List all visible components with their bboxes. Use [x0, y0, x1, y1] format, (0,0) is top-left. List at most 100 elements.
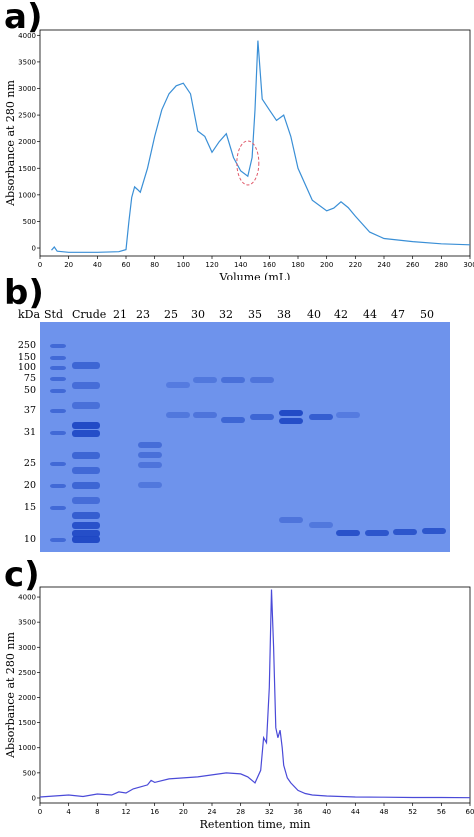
y-tick-label: 4000	[18, 32, 36, 40]
gel-band	[72, 536, 100, 543]
kda-marker-label: 15	[23, 502, 36, 513]
gel-band	[138, 482, 162, 488]
lane-number-label: 50	[420, 308, 434, 321]
x-tick-label: 40	[93, 261, 102, 269]
gel-band	[50, 344, 66, 348]
y-tick-label: 3500	[18, 58, 36, 66]
lane-number-label: 44	[363, 308, 377, 321]
gel-band	[72, 482, 100, 489]
gel-band	[309, 522, 333, 528]
lane-number-label: 23	[136, 308, 150, 321]
x-tick-label: 180	[291, 261, 304, 269]
x-tick-label: 260	[406, 261, 419, 269]
x-tick-label: 28	[236, 808, 245, 816]
y-tick-label: 0	[32, 794, 36, 802]
gel-band	[309, 414, 333, 420]
x-axis-title: Retention time, min	[200, 818, 311, 831]
y-tick-label: 500	[23, 769, 36, 777]
kda-marker-label: 100	[17, 362, 36, 373]
lane-number-label: 42	[334, 308, 348, 321]
gel-band	[336, 412, 360, 418]
gel-band	[50, 377, 66, 381]
gel-band	[72, 467, 100, 474]
x-tick-label: 24	[208, 808, 217, 816]
y-tick-label: 1000	[18, 191, 36, 199]
plot-frame	[39, 29, 471, 257]
gel-band	[50, 409, 66, 413]
x-tick-label: 160	[263, 261, 276, 269]
y-tick-label: 2500	[18, 669, 36, 677]
lane-number-label: 30	[191, 308, 205, 321]
gel-band	[72, 530, 100, 537]
gel-band	[72, 402, 100, 409]
gel-band	[279, 418, 303, 424]
y-axis-title: Absorbance at 280 nm	[4, 632, 17, 759]
gel-band	[50, 389, 66, 393]
x-tick-label: 300	[463, 261, 474, 269]
gel-band	[193, 377, 217, 383]
x-tick-label: 80	[150, 261, 159, 269]
lane-number-label: 47	[391, 308, 405, 321]
kda-marker-label: 10	[23, 534, 36, 545]
x-tick-label: 220	[349, 261, 362, 269]
lane-number-label: 25	[164, 308, 178, 321]
gel-band	[72, 522, 100, 529]
x-tick-label: 60	[122, 261, 131, 269]
lane-number-label: 35	[248, 308, 262, 321]
gel-band	[50, 356, 66, 360]
x-tick-label: 48	[380, 808, 389, 816]
x-tick-label: 120	[205, 261, 218, 269]
x-tick-label: 8	[95, 808, 99, 816]
gel-band	[50, 366, 66, 370]
x-tick-label: 32	[265, 808, 274, 816]
x-tick-label: 16	[150, 808, 159, 816]
gel-band	[50, 484, 66, 488]
chromatogram-a: 0 20 40 60 80 100 120 140 160 180 200 220 240 260 280 3…	[4, 29, 474, 280]
gel-band	[393, 529, 417, 535]
y-tick-label: 1500	[18, 719, 36, 727]
panel-c-label: c)	[4, 555, 40, 595]
gel-band	[138, 442, 162, 448]
gel-band	[250, 414, 274, 420]
x-tick-label: 12	[122, 808, 131, 816]
gel-band	[72, 382, 100, 389]
gel-band	[72, 430, 100, 437]
gel-band	[336, 530, 360, 536]
kda-marker-label: 37	[23, 405, 36, 416]
gel-band	[138, 462, 162, 468]
gel-band	[422, 528, 446, 534]
lane-number-label: 38	[277, 308, 291, 321]
gel-band	[50, 431, 66, 435]
panel-a-label: a)	[4, 0, 43, 37]
gel-band	[72, 512, 100, 519]
x-tick-label: 20	[64, 261, 73, 269]
gel-band	[138, 452, 162, 458]
gel-band	[72, 497, 100, 504]
gel-band	[50, 462, 66, 466]
gel-band	[279, 410, 303, 416]
std-lane-label: Std	[44, 308, 63, 321]
series-line	[51, 40, 471, 253]
y-axis-title: Absorbance at 280 nm	[4, 80, 17, 207]
kda-marker-label: 25	[23, 458, 36, 469]
x-tick-label: 60	[466, 808, 474, 816]
x-tick-label: 240	[377, 261, 390, 269]
chromatogram-c: 0 4 8 12 16 20 24 28 32 36 40 44 48 52 56 6005001000150…	[4, 586, 474, 831]
gel-bands	[50, 344, 446, 543]
x-axis-title: Volume (mL)	[219, 271, 291, 280]
x-tick-label: 280	[435, 261, 448, 269]
y-tick-label: 1500	[18, 165, 36, 173]
gel-band	[221, 417, 245, 423]
gel-band	[72, 422, 100, 429]
kda-marker-label: 75	[23, 373, 36, 384]
gel-band	[365, 530, 389, 536]
crude-lane-label: Crude	[72, 308, 107, 321]
y-tick-label: 2000	[18, 138, 36, 146]
y-tick-label: 3500	[18, 619, 36, 627]
y-tick-label: 3000	[18, 85, 36, 93]
x-tick-label: 0	[38, 261, 42, 269]
x-tick-label: 200	[320, 261, 333, 269]
x-tick-label: 52	[408, 808, 417, 816]
y-tick-label: 500	[23, 218, 36, 226]
x-tick-label: 100	[177, 261, 190, 269]
